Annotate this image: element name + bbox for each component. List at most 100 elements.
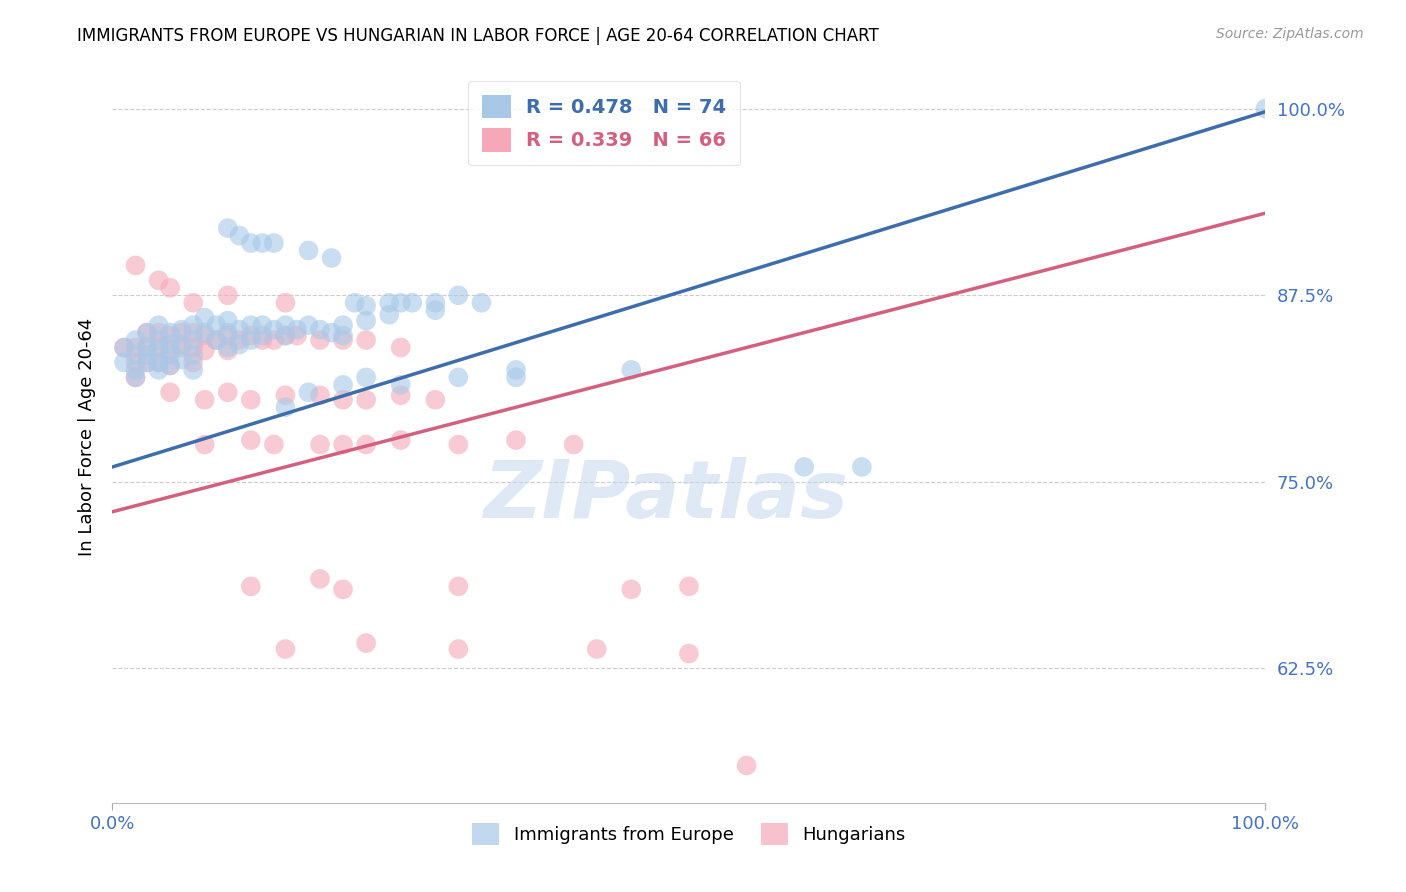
Point [354,636,377,650]
Point [285,328,308,343]
Point [447,437,470,451]
Text: ZIPatlas: ZIPatlas [484,457,848,534]
Text: IMMIGRANTS FROM EUROPE VS HUNGARIAN IN LABOR FORCE | AGE 20-64 CORRELATION CHART: IMMIGRANTS FROM EUROPE VS HUNGARIAN IN L… [77,27,879,45]
Text: Source: ZipAtlas.com: Source: ZipAtlas.com [1216,27,1364,41]
Point [159,281,181,295]
Point [170,323,193,337]
Point [159,348,181,362]
Point [148,326,170,340]
Point [309,333,332,347]
Point [389,377,412,392]
Point [136,341,159,355]
Point [309,388,332,402]
Point [159,337,181,351]
Point [274,328,297,343]
Point [181,341,204,355]
Point [194,310,217,325]
Point [170,352,193,367]
Point [217,288,239,302]
Point [678,579,700,593]
Point [181,348,204,362]
Y-axis label: In Labor Force | Age 20-64: In Labor Force | Age 20-64 [77,318,96,557]
Point [136,326,159,340]
Point [159,359,181,373]
Point [239,318,262,332]
Point [217,326,239,340]
Point [354,299,377,313]
Point [159,343,181,358]
Point [194,343,217,358]
Point [194,392,217,407]
Point [285,323,308,337]
Point [378,308,401,322]
Point [124,333,146,347]
Point [274,401,297,415]
Point [252,318,274,332]
Point [263,323,285,337]
Point [228,333,250,347]
Point [112,341,135,355]
Point [332,333,354,347]
Point [239,579,262,593]
Point [309,572,332,586]
Point [239,235,262,250]
Point [505,433,527,447]
Point [148,341,170,355]
Point [309,323,332,337]
Point [321,251,343,265]
Point [735,758,758,772]
Point [678,647,700,661]
Point [136,355,159,369]
Point [332,318,354,332]
Point [217,221,239,235]
Point [136,348,159,362]
Point [112,341,135,355]
Point [263,333,285,347]
Point [181,318,204,332]
Point [136,355,159,369]
Point [181,326,204,340]
Point [159,326,181,340]
Point [354,333,377,347]
Point [354,313,377,327]
Point [263,235,285,250]
Point [124,355,146,369]
Point [136,326,159,340]
Point [447,642,470,657]
Point [194,328,217,343]
Point [447,288,470,302]
Point [505,363,527,377]
Point [332,377,354,392]
Point [585,642,607,657]
Point [470,295,492,310]
Point [274,642,297,657]
Point [217,328,239,343]
Point [239,433,262,447]
Legend: Immigrants from Europe, Hungarians: Immigrants from Europe, Hungarians [465,816,912,852]
Point [148,355,170,369]
Point [194,437,217,451]
Point [793,459,815,474]
Point [228,323,250,337]
Point [112,355,135,369]
Point [425,392,447,407]
Point [228,228,250,243]
Point [309,437,332,451]
Point [170,337,193,351]
Point [181,295,204,310]
Point [332,392,354,407]
Point [159,359,181,373]
Point [170,341,193,355]
Point [239,333,262,347]
Point [159,328,181,343]
Point [354,392,377,407]
Point [620,363,643,377]
Point [148,355,170,369]
Point [217,343,239,358]
Point [124,370,146,384]
Point [148,333,170,347]
Point [274,388,297,402]
Point [124,259,146,273]
Point [297,385,319,400]
Point [181,333,204,347]
